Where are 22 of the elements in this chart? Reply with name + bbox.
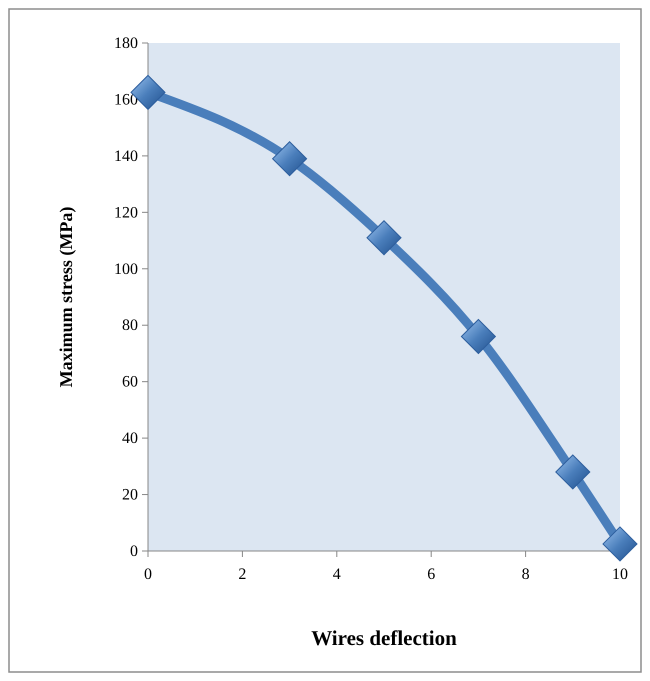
point <box>555 454 590 490</box>
x-tick-label: 8 <box>522 566 530 583</box>
y-tick-label: 180 <box>114 35 138 52</box>
y-axis-title: Maximum stress (MPa) <box>56 206 76 388</box>
y-tick-label: 140 <box>114 148 138 165</box>
x-axis-title: Wires deflection <box>311 626 458 650</box>
point <box>272 141 308 176</box>
y-tick-label: 20 <box>122 486 138 504</box>
x-tick-label: 6 <box>427 566 436 583</box>
x-tick-label: 10 <box>612 566 628 583</box>
y-tick-label: 60 <box>122 374 138 391</box>
point <box>460 319 496 354</box>
y-tick-label: 80 <box>122 317 138 334</box>
y-tick-label: 40 <box>122 430 138 448</box>
x-tick-label: 2 <box>238 566 246 583</box>
y-tick-label: 100 <box>114 260 138 278</box>
y-tick-label: 120 <box>114 204 138 222</box>
x-tick-label: 0 <box>144 566 152 583</box>
y-tick-label: 0 <box>130 543 138 560</box>
point <box>366 220 402 256</box>
point <box>602 526 638 562</box>
x-tick-label: 4 <box>332 566 341 583</box>
